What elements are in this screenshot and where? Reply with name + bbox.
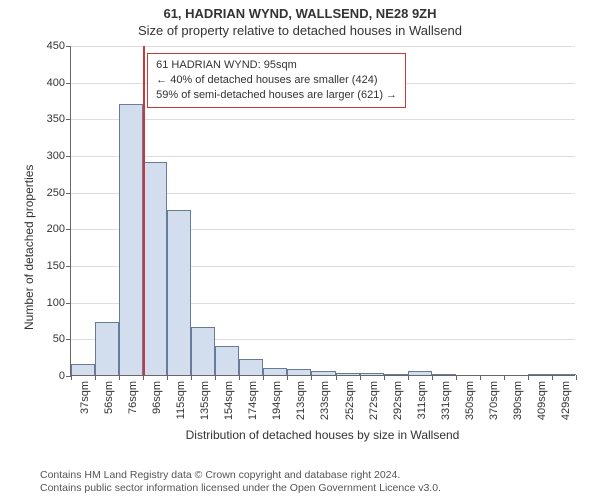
gridline: [71, 156, 575, 157]
xtick-mark: [287, 375, 288, 380]
histogram-bar: [167, 210, 191, 375]
ytick-label: 250: [47, 187, 71, 199]
ytick-label: 450: [47, 40, 71, 52]
ytick-label: 150: [47, 260, 71, 272]
histogram-bar: [215, 346, 239, 375]
xtick-mark: [504, 375, 505, 380]
xtick-mark: [456, 375, 457, 380]
xtick-mark: [576, 375, 577, 380]
xtick-mark: [360, 375, 361, 380]
xtick-mark: [95, 375, 96, 380]
xtick-label: 331sqm: [438, 381, 452, 427]
xtick-label: 37sqm: [77, 381, 91, 427]
xtick-mark: [384, 375, 385, 380]
histogram-bar: [143, 162, 167, 375]
ytick-label: 50: [53, 333, 71, 345]
histogram-bar: [336, 373, 360, 375]
chart-title-address: 61, HADRIAN WYND, WALLSEND, NE28 9ZH: [0, 0, 600, 21]
property-marker-line: [143, 46, 145, 375]
xtick-mark: [336, 375, 337, 380]
chart-subtitle: Size of property relative to detached ho…: [0, 21, 600, 40]
ytick-label: 350: [47, 113, 71, 125]
histogram-bar: [95, 322, 119, 375]
xtick-label: 96sqm: [149, 381, 163, 427]
gridline: [71, 46, 575, 47]
xtick-label: 154sqm: [221, 381, 235, 427]
footer-line-1: Contains HM Land Registry data © Crown c…: [40, 469, 590, 483]
histogram-bar: [360, 373, 384, 375]
xtick-mark: [239, 375, 240, 380]
xtick-mark: [167, 375, 168, 380]
histogram-bar: [239, 359, 263, 375]
histogram-bar: [191, 327, 215, 375]
xtick-label: 350sqm: [462, 381, 476, 427]
xtick-mark: [71, 375, 72, 380]
ytick-label: 200: [47, 223, 71, 235]
histogram-bar: [119, 104, 143, 375]
plot-area: 05010015020025030035040045037sqm56sqm76s…: [70, 46, 575, 376]
ytick-label: 0: [59, 370, 71, 382]
xtick-label: 213sqm: [293, 381, 307, 427]
gridline: [71, 119, 575, 120]
annotation-line: 61 HADRIAN WYND: 95sqm: [156, 58, 397, 73]
annotation-line: ← 40% of detached houses are smaller (42…: [156, 73, 397, 88]
xtick-label: 272sqm: [366, 381, 380, 427]
xtick-label: 233sqm: [317, 381, 331, 427]
xtick-label: 429sqm: [558, 381, 572, 427]
histogram-bar: [528, 374, 552, 375]
histogram-bar: [71, 364, 95, 375]
xtick-mark: [408, 375, 409, 380]
xtick-mark: [119, 375, 120, 380]
xtick-mark: [215, 375, 216, 380]
xtick-label: 115sqm: [173, 381, 187, 427]
footer-attribution: Contains HM Land Registry data © Crown c…: [0, 469, 600, 496]
histogram-bar: [432, 374, 456, 375]
xtick-mark: [432, 375, 433, 380]
xtick-label: 174sqm: [245, 381, 259, 427]
histogram-bar: [408, 371, 432, 375]
histogram-bar: [263, 368, 287, 375]
xtick-mark: [311, 375, 312, 380]
histogram-bar: [287, 369, 311, 375]
chart-container: 61, HADRIAN WYND, WALLSEND, NE28 9ZH Siz…: [0, 0, 600, 500]
xtick-label: 390sqm: [510, 381, 524, 427]
ytick-label: 400: [47, 77, 71, 89]
xtick-label: 56sqm: [101, 381, 115, 427]
annotation-line: 59% of semi-detached houses are larger (…: [156, 88, 397, 103]
histogram-bar: [311, 371, 335, 375]
xtick-label: 194sqm: [269, 381, 283, 427]
footer-line-2: Contains public sector information licen…: [40, 482, 590, 496]
xtick-label: 292sqm: [390, 381, 404, 427]
xtick-mark: [480, 375, 481, 380]
histogram-bar: [552, 374, 576, 375]
xtick-mark: [191, 375, 192, 380]
xtick-label: 370sqm: [486, 381, 500, 427]
y-axis-title: Number of detached properties: [22, 165, 36, 330]
xtick-label: 135sqm: [197, 381, 211, 427]
xtick-mark: [143, 375, 144, 380]
xtick-mark: [552, 375, 553, 380]
xtick-mark: [528, 375, 529, 380]
ytick-label: 100: [47, 297, 71, 309]
xtick-label: 76sqm: [125, 381, 139, 427]
xtick-label: 311sqm: [414, 381, 428, 427]
annotation-box: 61 HADRIAN WYND: 95sqm← 40% of detached …: [147, 53, 406, 108]
xtick-label: 409sqm: [534, 381, 548, 427]
ytick-label: 300: [47, 150, 71, 162]
xtick-label: 252sqm: [342, 381, 356, 427]
histogram-bar: [384, 374, 408, 375]
xtick-mark: [263, 375, 264, 380]
x-axis-title: Distribution of detached houses by size …: [70, 428, 575, 442]
